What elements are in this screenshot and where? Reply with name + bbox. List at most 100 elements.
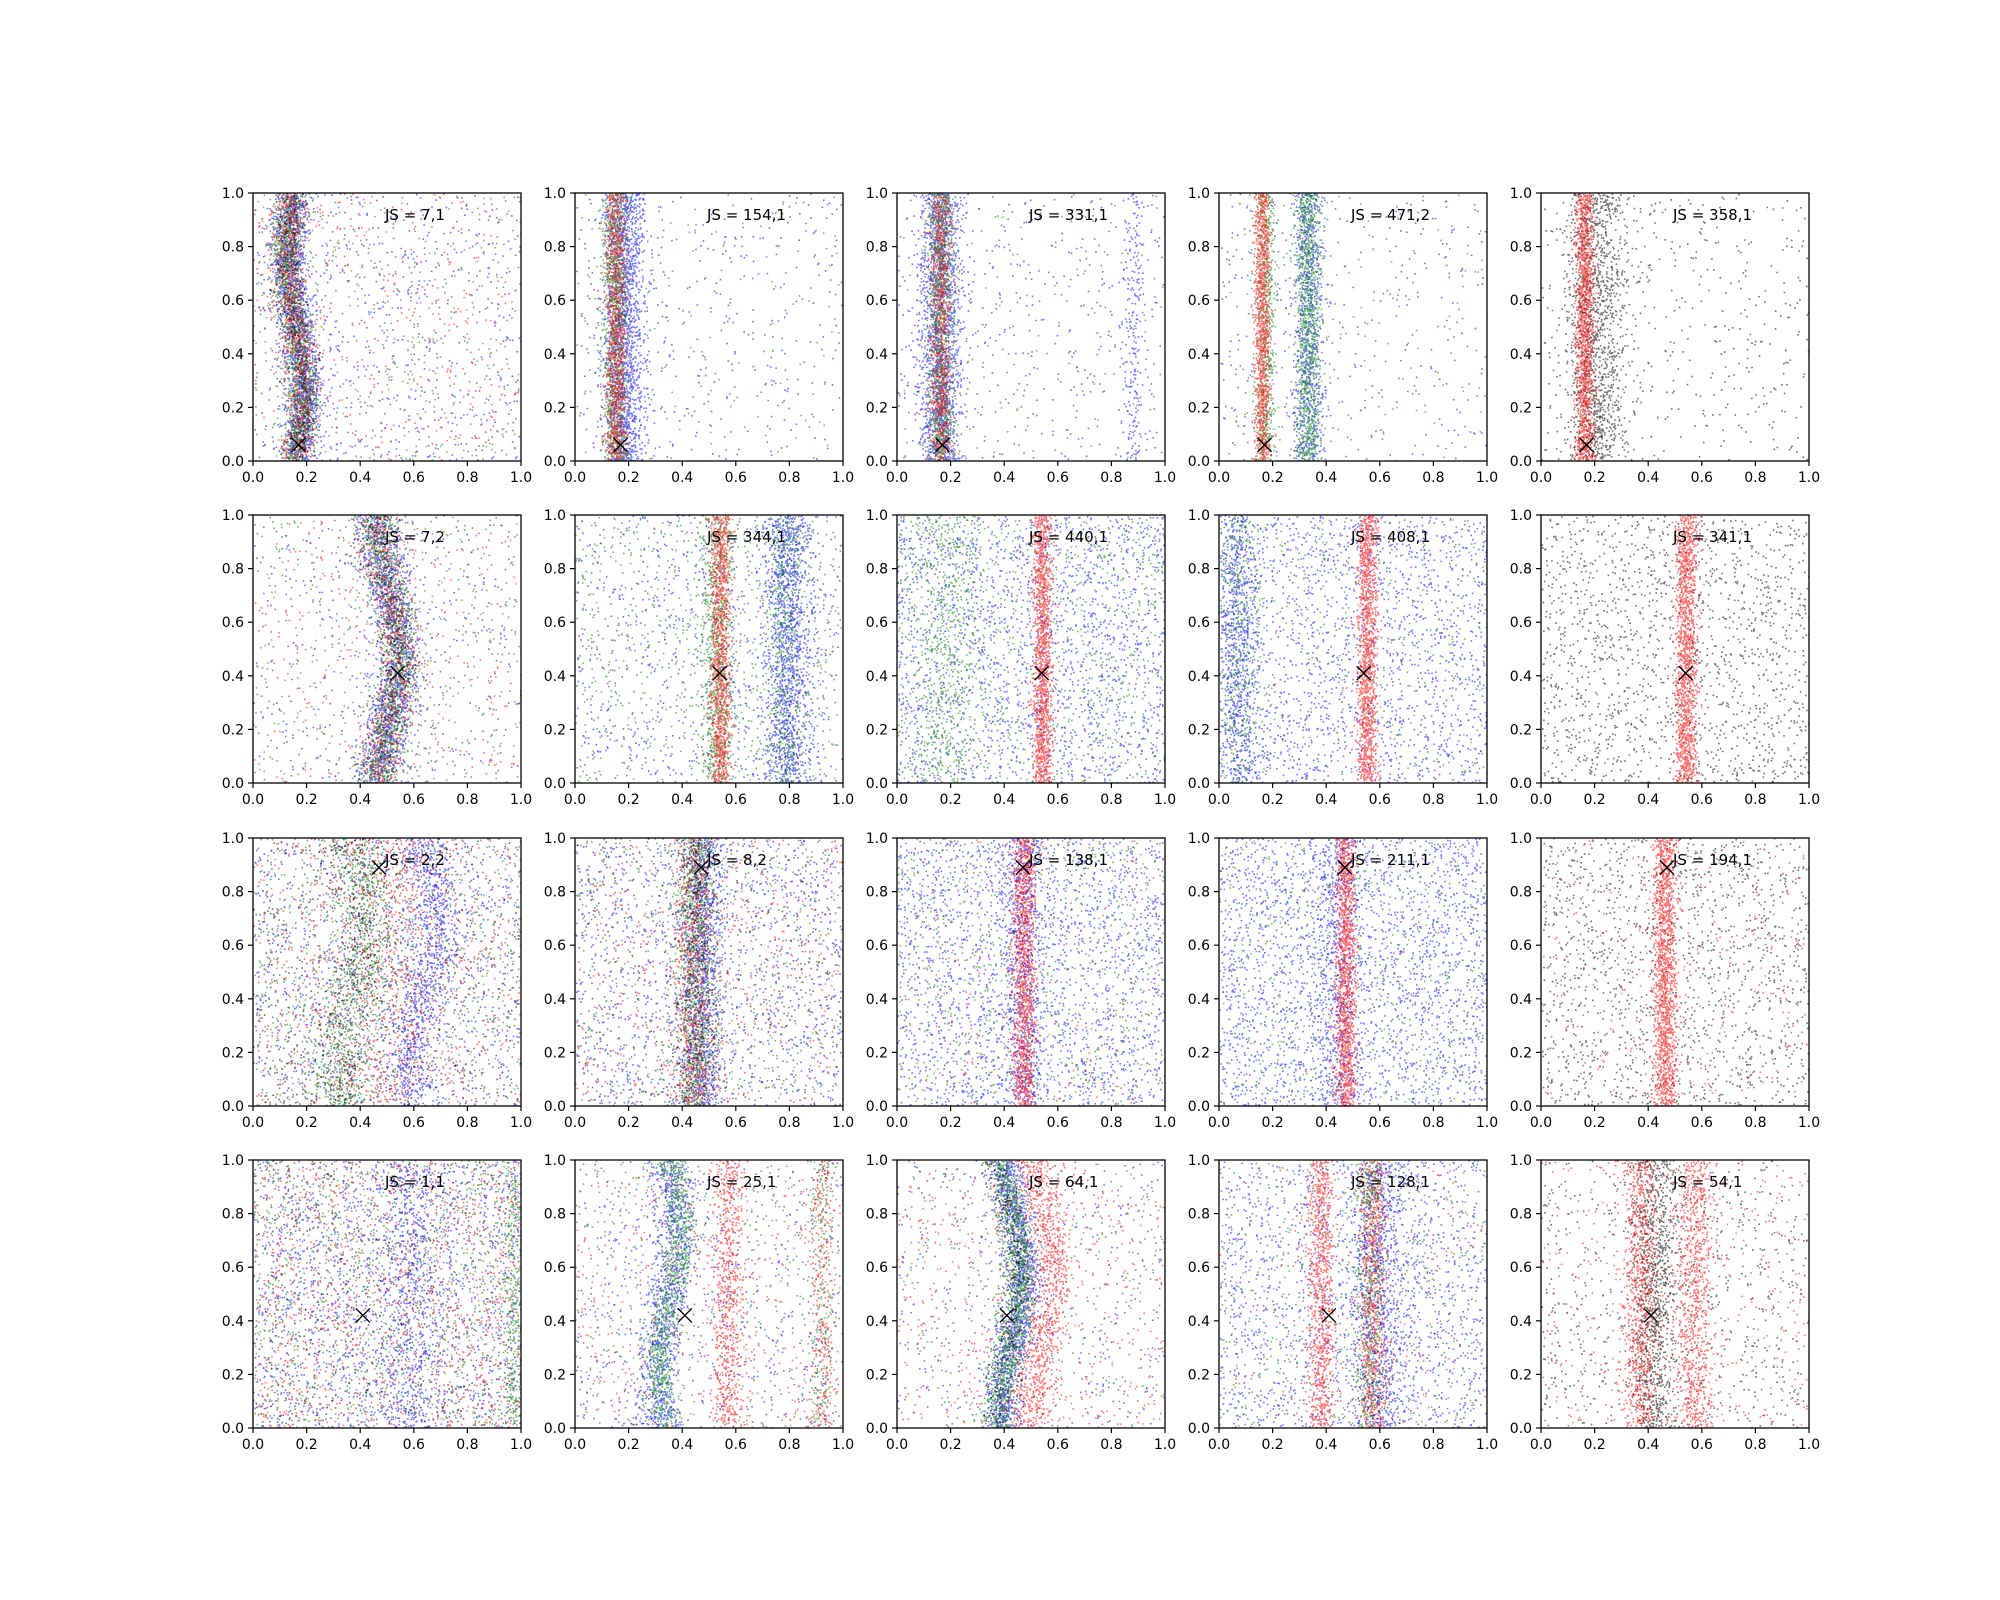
js-label: JS = 194,1 bbox=[1672, 851, 1752, 869]
x-tick-label: 0.8 bbox=[1744, 470, 1766, 486]
x-tick-label: 0.6 bbox=[1691, 470, 1713, 486]
y-tick-label: 0.6 bbox=[1510, 1260, 1532, 1276]
x-tick-label: 0.0 bbox=[1530, 1437, 1552, 1453]
y-tick-label: 1.0 bbox=[1510, 1153, 1532, 1169]
y-tick-label: 0.6 bbox=[544, 938, 566, 954]
js-label: JS = 138,1 bbox=[1028, 851, 1108, 869]
y-tick-label: 0.6 bbox=[544, 293, 566, 309]
x-tick-label: 0.2 bbox=[939, 470, 961, 486]
y-tick-label: 0.0 bbox=[1188, 776, 1210, 792]
y-tick-label: 1.0 bbox=[866, 508, 888, 524]
x-tick-label: 1.0 bbox=[510, 470, 532, 486]
y-tick-label: 0.8 bbox=[866, 885, 888, 901]
y-tick-label: 1.0 bbox=[544, 1153, 566, 1169]
x-tick-label: 0.8 bbox=[778, 470, 800, 486]
x-tick-label: 1.0 bbox=[1154, 470, 1176, 486]
x-tick-label: 0.6 bbox=[1047, 1437, 1069, 1453]
x-tick-label: 0.8 bbox=[778, 792, 800, 808]
x-tick-label: 0.2 bbox=[295, 1115, 317, 1131]
y-tick-label: 0.0 bbox=[1188, 454, 1210, 470]
y-tick-label: 0.8 bbox=[544, 885, 566, 901]
y-tick-label: 0.6 bbox=[866, 938, 888, 954]
y-tick-label: 1.0 bbox=[544, 508, 566, 524]
y-tick-label: 0.8 bbox=[544, 562, 566, 578]
y-tick-label: 0.8 bbox=[544, 1207, 566, 1223]
y-tick-label: 0.8 bbox=[1188, 240, 1210, 256]
x-tick-label: 1.0 bbox=[832, 1115, 854, 1131]
x-tick-label: 0.0 bbox=[242, 470, 264, 486]
x-tick-label: 0.6 bbox=[1691, 1437, 1713, 1453]
x-tick-label: 0.0 bbox=[1530, 470, 1552, 486]
js-label: JS = 8,2 bbox=[706, 851, 767, 869]
x-tick-label: 0.4 bbox=[993, 470, 1015, 486]
x-tick-label: 1.0 bbox=[510, 1115, 532, 1131]
x-tick-label: 0.6 bbox=[1047, 792, 1069, 808]
y-tick-label: 0.0 bbox=[544, 1099, 566, 1115]
x-tick-label: 0.8 bbox=[1422, 1115, 1444, 1131]
y-tick-label: 0.8 bbox=[866, 562, 888, 578]
js-label: JS = 64,1 bbox=[1028, 1173, 1098, 1191]
y-tick-label: 1.0 bbox=[1510, 186, 1532, 202]
y-tick-label: 0.0 bbox=[222, 776, 244, 792]
y-tick-label: 0.4 bbox=[866, 992, 888, 1008]
y-tick-label: 0.2 bbox=[866, 1367, 888, 1383]
x-tick-label: 0.0 bbox=[886, 470, 908, 486]
y-tick-label: 0.2 bbox=[866, 400, 888, 416]
x-tick-label: 0.6 bbox=[403, 1437, 425, 1453]
y-tick-label: 0.6 bbox=[222, 615, 244, 631]
y-tick-label: 0.6 bbox=[222, 938, 244, 954]
x-tick-label: 0.8 bbox=[1744, 792, 1766, 808]
x-tick-label: 0.4 bbox=[1315, 470, 1337, 486]
x-tick-label: 0.8 bbox=[456, 1115, 478, 1131]
x-tick-label: 0.2 bbox=[1583, 792, 1605, 808]
y-tick-label: 0.0 bbox=[1188, 1421, 1210, 1437]
x-tick-label: 0.4 bbox=[671, 1437, 693, 1453]
x-tick-label: 1.0 bbox=[1476, 792, 1498, 808]
y-tick-label: 0.2 bbox=[222, 400, 244, 416]
y-tick-label: 0.4 bbox=[544, 992, 566, 1008]
y-tick-label: 1.0 bbox=[866, 186, 888, 202]
js-label: JS = 1,1 bbox=[384, 1173, 445, 1191]
y-tick-label: 0.8 bbox=[222, 885, 244, 901]
y-tick-label: 0.8 bbox=[1188, 562, 1210, 578]
y-tick-label: 0.4 bbox=[1188, 669, 1210, 685]
x-tick-label: 0.4 bbox=[671, 1115, 693, 1131]
y-tick-label: 0.4 bbox=[1510, 1314, 1532, 1330]
y-tick-label: 0.6 bbox=[544, 1260, 566, 1276]
js-label: JS = 211,1 bbox=[1350, 851, 1430, 869]
y-tick-label: 0.2 bbox=[222, 1045, 244, 1061]
x-tick-label: 0.2 bbox=[295, 792, 317, 808]
x-tick-label: 0.8 bbox=[1100, 1437, 1122, 1453]
x-tick-label: 0.6 bbox=[1369, 1437, 1391, 1453]
y-tick-label: 0.8 bbox=[1188, 1207, 1210, 1223]
y-tick-label: 0.0 bbox=[1510, 454, 1532, 470]
x-tick-label: 0.2 bbox=[1261, 470, 1283, 486]
y-tick-label: 1.0 bbox=[222, 508, 244, 524]
y-tick-label: 0.0 bbox=[222, 454, 244, 470]
x-tick-label: 0.8 bbox=[456, 1437, 478, 1453]
y-tick-label: 0.8 bbox=[866, 1207, 888, 1223]
y-tick-label: 0.2 bbox=[1188, 1367, 1210, 1383]
y-tick-label: 0.6 bbox=[866, 293, 888, 309]
y-tick-label: 0.6 bbox=[222, 293, 244, 309]
x-tick-label: 0.0 bbox=[564, 1115, 586, 1131]
y-tick-label: 0.4 bbox=[544, 1314, 566, 1330]
y-tick-label: 0.4 bbox=[1188, 347, 1210, 363]
y-tick-label: 0.8 bbox=[1510, 885, 1532, 901]
y-tick-label: 0.0 bbox=[1510, 1099, 1532, 1115]
y-tick-label: 0.4 bbox=[866, 347, 888, 363]
x-tick-label: 0.2 bbox=[1583, 1437, 1605, 1453]
x-tick-label: 0.4 bbox=[993, 1115, 1015, 1131]
x-tick-label: 1.0 bbox=[510, 1437, 532, 1453]
x-tick-label: 0.6 bbox=[1369, 1115, 1391, 1131]
js-label: JS = 54,1 bbox=[1672, 1173, 1742, 1191]
x-tick-label: 0.4 bbox=[1637, 470, 1659, 486]
y-tick-label: 0.6 bbox=[1510, 293, 1532, 309]
js-label: JS = 2,2 bbox=[384, 851, 445, 869]
y-tick-label: 1.0 bbox=[544, 831, 566, 847]
x-tick-label: 0.8 bbox=[456, 792, 478, 808]
x-tick-label: 0.8 bbox=[1744, 1437, 1766, 1453]
x-tick-label: 0.8 bbox=[1422, 1437, 1444, 1453]
y-tick-label: 0.2 bbox=[1510, 722, 1532, 738]
